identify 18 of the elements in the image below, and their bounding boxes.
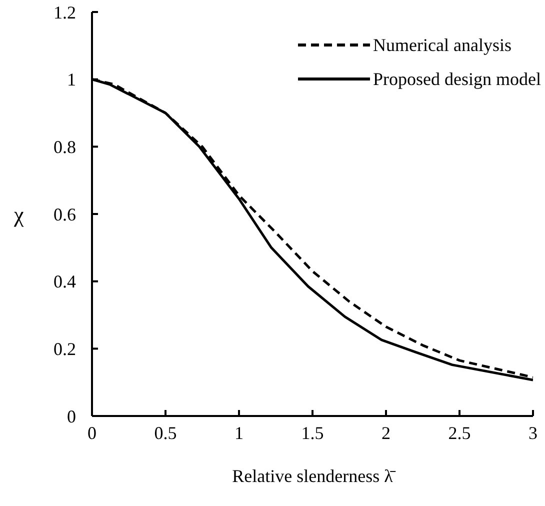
x-tick-label: 1.5 bbox=[301, 422, 324, 443]
legend-label: Numerical analysis bbox=[373, 34, 512, 57]
y-tick-label: 1.2 bbox=[54, 2, 76, 22]
x-tick-label: 3 bbox=[528, 422, 538, 443]
y-tick-label: 1 bbox=[67, 70, 76, 90]
x-tick-label: 0.5 bbox=[154, 422, 177, 443]
y-tick-label: 0.8 bbox=[54, 137, 76, 158]
x-axis-title: Relative slenderness λ̄ bbox=[232, 466, 396, 486]
y-tick-label: 0.2 bbox=[54, 339, 76, 360]
y-tick-label: 0.6 bbox=[54, 204, 76, 224]
x-tick-label: 0 bbox=[88, 422, 96, 443]
x-tick-label: 2.5 bbox=[448, 422, 471, 443]
legend-label: Proposed design model bbox=[373, 68, 541, 91]
y-axis-title: χ bbox=[13, 202, 24, 227]
x-tick-label: 2 bbox=[382, 422, 390, 443]
x-tick-label: 1 bbox=[234, 422, 244, 443]
y-tick-label: 0 bbox=[67, 406, 76, 426]
y-tick-label: 0.4 bbox=[54, 272, 76, 292]
